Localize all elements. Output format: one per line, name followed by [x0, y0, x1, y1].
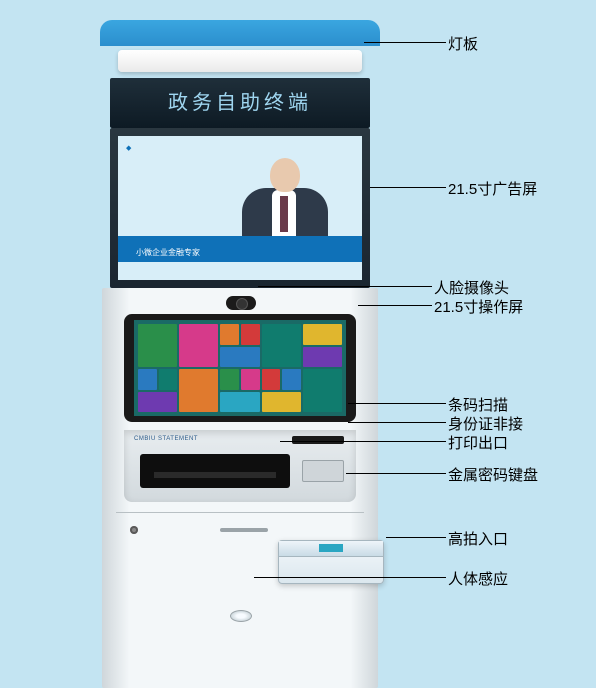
- leader-ad-screen: [370, 187, 446, 188]
- app-tile: [262, 369, 281, 390]
- app-tile: [138, 392, 177, 413]
- leader-barcode: [348, 403, 446, 404]
- label-doc-scanner: 高拍入口: [448, 528, 508, 549]
- leader-pinpad: [346, 473, 446, 474]
- touch-screen-frame: [124, 314, 356, 422]
- touch-screen: [134, 320, 346, 416]
- id-card-reader: [302, 460, 344, 482]
- app-tile: [179, 324, 218, 367]
- label-light-panel: 灯板: [448, 33, 478, 54]
- printer-slot: [140, 454, 290, 488]
- leader-touch-screen: [358, 305, 432, 306]
- app-tile: [303, 324, 342, 345]
- ad-screen-frame: ◆ 小微企业金融专家: [110, 128, 370, 288]
- app-tile: [241, 324, 260, 345]
- app-tile: [262, 324, 301, 367]
- label-touch-screen: 21.5寸操作屏: [434, 296, 523, 317]
- app-tile: [138, 369, 157, 390]
- panel-small-label: CMBIU STATEMENT: [134, 436, 198, 442]
- label-barcode: 条码扫描: [448, 394, 508, 415]
- app-tile: [303, 347, 342, 368]
- leader-doc-scanner: [386, 537, 446, 538]
- app-tile: [179, 369, 218, 412]
- leader-id-reader: [348, 422, 446, 423]
- app-tile: [241, 369, 260, 390]
- app-tile: [220, 392, 259, 413]
- leader-printer: [280, 441, 446, 442]
- device-title-text: 政务自助终端: [168, 92, 312, 114]
- pir-sensor: [230, 610, 252, 622]
- app-tile: [220, 347, 259, 368]
- app-tile: [159, 369, 178, 390]
- app-tile: [138, 324, 177, 367]
- leader-pir: [254, 577, 446, 578]
- barcode-scanner: [292, 436, 344, 444]
- label-ad-screen: 21.5寸广告屏: [448, 178, 537, 199]
- label-id-reader: 身份证非接: [448, 413, 523, 434]
- device-title-band: 政务自助终端: [110, 78, 370, 128]
- ad-logo-row: ◆: [126, 144, 131, 152]
- kiosk-top-cap: [100, 20, 380, 46]
- body-slit: [220, 528, 268, 532]
- light-panel: [118, 50, 362, 72]
- label-pir: 人体感应: [448, 568, 508, 589]
- leader-light-panel: [364, 42, 446, 43]
- label-pinpad: 金属密码键盘: [448, 464, 538, 485]
- leader-face-camera: [258, 286, 432, 287]
- label-face-camera: 人脸摄像头: [434, 277, 509, 298]
- label-printer: 打印出口: [448, 432, 508, 453]
- app-tile: [282, 369, 301, 390]
- app-tile: [220, 324, 239, 345]
- app-tile: [262, 392, 301, 413]
- app-tile: [303, 369, 342, 412]
- service-keyhole: [130, 526, 138, 534]
- body-divider: [116, 512, 364, 513]
- app-tile: [220, 369, 239, 390]
- face-camera: [226, 296, 256, 310]
- ad-caption: 小微企业金融专家: [136, 247, 200, 258]
- ad-screen: ◆ 小微企业金融专家: [118, 136, 362, 280]
- kiosk-device: 政务自助终端 ◆ 小微企业金融专家 CMBIU STATEMENT: [100, 20, 380, 668]
